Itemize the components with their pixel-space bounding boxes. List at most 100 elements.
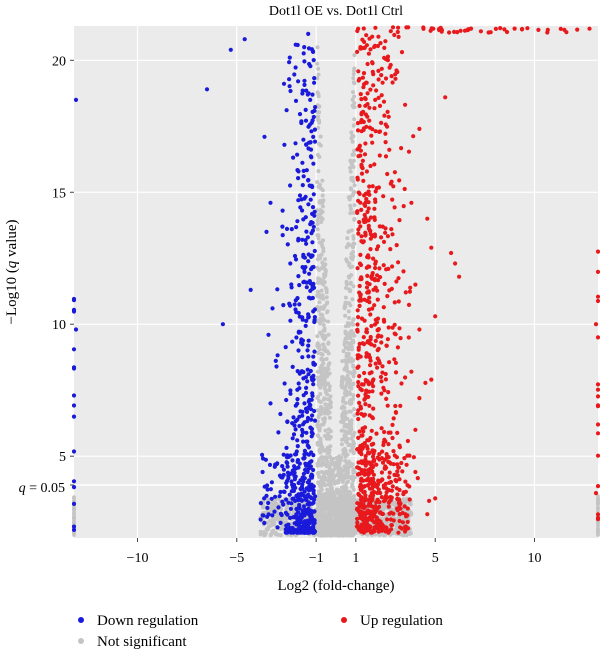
down-regulation-point bbox=[306, 178, 311, 183]
up-regulation-point bbox=[359, 97, 364, 102]
not-significant-point bbox=[315, 76, 320, 81]
down-regulation-point bbox=[311, 522, 316, 527]
down-regulation-point bbox=[266, 500, 271, 506]
up-regulation-point bbox=[359, 239, 364, 244]
down-regulation-point bbox=[301, 479, 306, 484]
not-significant-point bbox=[327, 384, 332, 389]
legend-swatch-not-significant bbox=[78, 638, 84, 644]
up-regulation-point bbox=[377, 103, 383, 108]
up-regulation-point bbox=[385, 109, 390, 114]
not-significant-point bbox=[330, 528, 335, 533]
up-regulation-point bbox=[373, 338, 378, 343]
up-regulation-point bbox=[396, 25, 401, 30]
up-regulation-point bbox=[407, 289, 412, 294]
not-significant-point bbox=[319, 444, 324, 448]
down-regulation-point bbox=[281, 452, 286, 457]
not-significant-point bbox=[407, 501, 412, 506]
not-significant-point bbox=[351, 105, 356, 110]
not-significant-point bbox=[261, 530, 266, 535]
up-regulation-point bbox=[371, 83, 376, 88]
up-regulation-point bbox=[384, 343, 389, 348]
not-significant-point bbox=[322, 303, 327, 308]
up-regulation-point bbox=[388, 29, 393, 34]
up-regulation-point bbox=[355, 516, 360, 522]
down-regulation-point bbox=[308, 197, 313, 202]
up-regulation-point bbox=[381, 317, 386, 322]
not-significant-point bbox=[327, 371, 332, 376]
x-axis-label: Log2 (fold-change) bbox=[277, 578, 394, 594]
up-regulation-point bbox=[373, 361, 378, 366]
up-regulation-point bbox=[397, 501, 402, 506]
up-regulation-point bbox=[362, 498, 367, 503]
up-regulation-point bbox=[405, 438, 410, 444]
up-regulation-point bbox=[365, 273, 370, 278]
down-regulation-point bbox=[302, 82, 307, 87]
not-significant-point bbox=[315, 61, 320, 66]
up-regulation-point bbox=[379, 93, 384, 98]
not-significant-point bbox=[340, 404, 345, 409]
up-regulation-point bbox=[389, 74, 394, 79]
down-regulation-point bbox=[309, 475, 314, 480]
up-regulation-point bbox=[359, 207, 364, 212]
not-significant-point bbox=[316, 169, 321, 174]
up-regulation-point bbox=[356, 345, 361, 350]
not-significant-point bbox=[318, 143, 323, 148]
not-significant-point bbox=[343, 401, 348, 405]
not-significant-point bbox=[350, 97, 355, 102]
not-significant-point bbox=[340, 479, 345, 484]
not-significant-point bbox=[72, 508, 76, 512]
x-tick-label: −1 bbox=[309, 551, 324, 566]
up-regulation-point bbox=[367, 341, 372, 346]
down-regulation-point bbox=[308, 518, 313, 524]
down-regulation-point bbox=[300, 317, 305, 322]
up-regulation-point bbox=[355, 365, 360, 370]
down-regulation-point bbox=[310, 295, 315, 301]
up-regulation-point bbox=[375, 328, 380, 333]
up-regulation-point bbox=[370, 448, 375, 453]
down-regulation-point bbox=[312, 76, 317, 81]
up-regulation-point bbox=[355, 322, 360, 327]
up-regulation-point bbox=[359, 382, 365, 387]
down-regulation-point bbox=[312, 80, 317, 85]
down-regulation-point bbox=[312, 315, 317, 320]
not-significant-point bbox=[321, 323, 326, 327]
not-significant-point bbox=[351, 236, 356, 241]
up-regulation-point bbox=[368, 337, 373, 342]
not-significant-point bbox=[333, 514, 338, 519]
not-significant-point bbox=[347, 409, 352, 414]
not-significant-point bbox=[320, 217, 325, 221]
not-significant-point bbox=[321, 527, 326, 532]
up-regulation-point bbox=[383, 377, 388, 382]
not-significant-point bbox=[348, 442, 353, 447]
down-regulation-point bbox=[204, 87, 210, 92]
down-regulation-point bbox=[305, 415, 311, 421]
up-regulation-point bbox=[392, 300, 397, 305]
down-regulation-point bbox=[297, 502, 302, 508]
down-regulation-point bbox=[300, 160, 305, 165]
up-regulation-point bbox=[374, 462, 379, 467]
down-regulation-point bbox=[310, 118, 315, 123]
up-regulation-point bbox=[395, 345, 400, 350]
not-significant-point bbox=[352, 94, 357, 99]
not-significant-point bbox=[322, 416, 327, 421]
down-regulation-point bbox=[295, 219, 300, 224]
up-regulation-point bbox=[366, 290, 371, 295]
down-regulation-point bbox=[310, 413, 315, 418]
up-regulation-point bbox=[389, 227, 394, 232]
up-regulation-point bbox=[367, 118, 372, 123]
up-regulation-point bbox=[364, 169, 369, 174]
not-significant-point bbox=[340, 414, 345, 419]
not-significant-point bbox=[349, 162, 354, 167]
up-regulation-point bbox=[525, 26, 530, 31]
down-regulation-point bbox=[260, 452, 265, 457]
up-regulation-point bbox=[380, 449, 385, 454]
up-regulation-point bbox=[375, 278, 381, 283]
not-significant-point bbox=[319, 220, 324, 224]
down-regulation-point bbox=[275, 525, 280, 530]
down-regulation-point bbox=[296, 492, 301, 497]
down-regulation-point bbox=[311, 467, 316, 473]
not-significant-point bbox=[349, 436, 354, 441]
up-regulation-point bbox=[370, 484, 376, 489]
not-significant-point bbox=[323, 273, 328, 278]
up-regulation-point bbox=[358, 386, 363, 392]
